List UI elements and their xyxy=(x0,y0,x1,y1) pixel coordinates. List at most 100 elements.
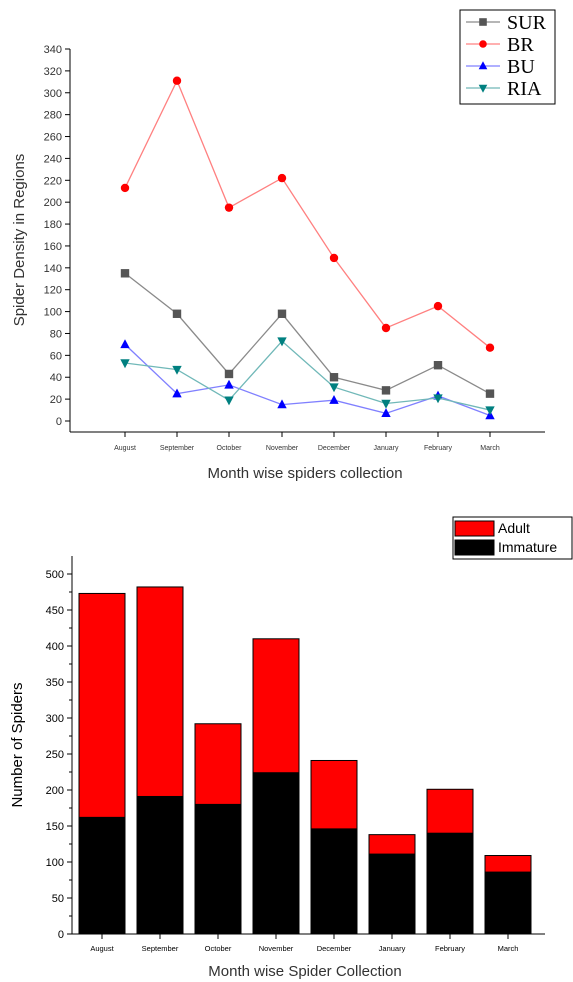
legend-entry-bu: BU xyxy=(466,56,535,78)
bar-chart-x-axis-label: Month wise Spider Collection xyxy=(208,963,401,980)
bar-chart-x-tick-label: October xyxy=(205,944,232,953)
bar-chart-y-tick-label: 150 xyxy=(46,821,64,833)
line-series-line xyxy=(124,79,491,349)
legend-label: BU xyxy=(507,56,535,78)
line-chart-x-tick-label: March xyxy=(480,445,500,452)
line-chart-y-tick-label: 160 xyxy=(44,241,62,253)
data-point-triangle-down xyxy=(485,406,495,416)
bar-immature-february xyxy=(426,832,474,935)
bar-chart-x-tick-label: August xyxy=(90,944,114,953)
data-point-triangle-up xyxy=(224,379,234,389)
line-chart-y-tick-label: 220 xyxy=(44,175,62,187)
line-series-br xyxy=(120,76,495,352)
line-chart-y-tick-label: 200 xyxy=(44,197,62,209)
data-point-triangle-up xyxy=(478,61,488,70)
bar-chart-x-tick-label: December xyxy=(317,944,352,953)
line-chart-x-tick-label: November xyxy=(266,445,299,452)
data-point-square xyxy=(120,269,130,278)
line-chart-y-tick-label: 80 xyxy=(50,328,62,340)
line-chart: 0 20 40 60 80 100 120 140 160 180 200 220 240 260 280 3… xyxy=(11,9,556,482)
line-chart-y-axis-label: Spider Density in Regions xyxy=(11,154,28,327)
legend-entry-sur: SUR xyxy=(466,12,547,34)
data-point-square xyxy=(479,18,487,26)
data-point-triangle-up xyxy=(120,339,130,349)
bar-immature-january xyxy=(368,853,416,935)
legend-entry-ria: RIA xyxy=(466,78,542,100)
data-point-circle xyxy=(381,323,391,333)
line-chart-x-tick-label: February xyxy=(424,445,453,452)
data-point-triangle-up xyxy=(329,395,339,404)
bar-chart-y-tick-label: 450 xyxy=(46,605,64,617)
line-chart-series xyxy=(120,76,495,420)
legend-entry-br: BR xyxy=(466,34,534,56)
bar-immature-march xyxy=(484,871,532,935)
legend-label: Immature xyxy=(498,539,557,555)
bar-immature-september xyxy=(136,795,184,935)
line-chart-y-tick-label: 180 xyxy=(44,219,62,231)
data-point-square xyxy=(485,389,495,398)
bar-chart-y-axis-label: Number of Spiders xyxy=(9,682,26,807)
bar-adult-september xyxy=(136,586,184,797)
bar-adult-october xyxy=(194,723,242,805)
bar-chart-x-tick-label: February xyxy=(435,944,465,953)
data-point-square xyxy=(329,373,339,382)
data-point-square xyxy=(172,309,182,318)
data-point-triangle-up xyxy=(277,399,287,409)
data-point-circle xyxy=(433,301,443,311)
data-point-circle xyxy=(329,253,339,263)
line-chart-y-tick-label: 300 xyxy=(44,88,62,100)
line-series-ria xyxy=(120,337,495,416)
bar-adult-march xyxy=(484,855,532,873)
line-chart-y-tick-label: 60 xyxy=(50,350,62,362)
bar-chart-y-tick-label: 350 xyxy=(46,677,64,689)
bar-immature-november xyxy=(252,772,300,935)
bar-adult-january xyxy=(368,834,416,855)
bar-chart-y-tick-label: 300 xyxy=(46,713,64,725)
line-chart-y-tick-label: 20 xyxy=(50,394,62,406)
bar-chart-legend: Adult Immature xyxy=(452,516,573,560)
line-chart-y-ticks: 0 20 40 60 80 100 120 140 160 180 200 220 240 260 280 3… xyxy=(44,44,70,428)
line-chart-x-axis-label: Month wise spiders collection xyxy=(207,465,402,482)
data-point-triangle-down xyxy=(172,365,182,375)
data-point-circle xyxy=(485,343,495,352)
bar-chart-x-tick-label: November xyxy=(259,944,294,953)
bar-chart-x-tick-label: January xyxy=(379,944,406,953)
data-point-square xyxy=(381,386,391,395)
data-point-circle xyxy=(277,173,287,183)
bar-chart-x-ticks: August September October November December Ja… xyxy=(90,934,518,953)
line-series-line xyxy=(124,340,491,411)
legend-label: SUR xyxy=(507,12,547,34)
bar-chart-y-tick-label: 200 xyxy=(46,785,64,797)
bar-chart-y-ticks: 0 50 100 150 200 250 300 350 400 450 500 xyxy=(46,569,72,941)
bar-chart-bars xyxy=(78,586,532,935)
legend-label: BR xyxy=(507,34,534,56)
line-chart-y-tick-label: 40 xyxy=(50,372,62,384)
line-series-bu xyxy=(120,339,495,420)
data-point-triangle-down xyxy=(381,399,391,409)
line-chart-x-tick-label: January xyxy=(374,445,399,452)
line-chart-y-tick-label: 340 xyxy=(44,44,62,56)
line-chart-y-tick-label: 120 xyxy=(44,285,62,297)
data-point-square xyxy=(224,369,234,379)
bar-chart: 0 50 100 150 200 250 300 350 400 450 500 August Sep… xyxy=(9,516,573,980)
legend-label: Adult xyxy=(498,520,530,536)
line-chart-x-tick-label: December xyxy=(318,445,351,452)
bar-immature-december xyxy=(310,828,358,935)
line-chart-x-tick-label: September xyxy=(160,445,195,452)
data-point-triangle-down xyxy=(120,359,130,369)
line-chart-y-tick-label: 280 xyxy=(44,110,62,122)
bar-immature-october xyxy=(194,803,242,935)
bar-chart-y-tick-label: 400 xyxy=(46,641,64,653)
line-chart-x-tick-label: August xyxy=(114,445,136,452)
data-point-circle xyxy=(120,183,130,193)
legend-swatch xyxy=(454,539,495,556)
data-point-triangle-down xyxy=(329,383,339,393)
legend-entry-adult: Adult xyxy=(454,520,530,537)
bar-adult-february xyxy=(426,788,474,834)
bar-chart-y-tick-label: 250 xyxy=(46,749,64,761)
bar-chart-y-tick-label: 500 xyxy=(46,569,64,581)
bar-chart-y-tick-label: 100 xyxy=(46,857,64,869)
